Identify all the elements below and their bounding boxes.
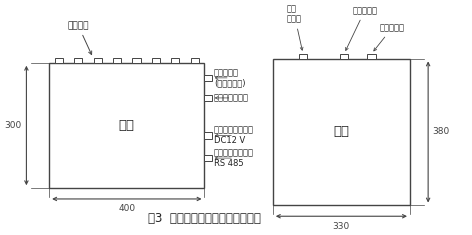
Bar [299,54,307,59]
Text: 400: 400 [118,204,135,213]
Bar [191,58,199,63]
Text: 图3  气体类测试分系统实物布局图: 图3 气体类测试分系统实物布局图 [148,212,261,225]
Text: 分系统数据输出端
RS 485: 分系统数据输出端 RS 485 [214,148,254,168]
Text: 300: 300 [5,121,22,130]
Bar [133,58,141,63]
Bar [49,63,204,188]
Bar [93,58,102,63]
Bar [204,155,212,161]
Text: 数据输出端: 数据输出端 [346,6,377,51]
Bar [204,95,212,101]
Bar [367,54,376,59]
Text: 电源输入端
(供付箱用电): 电源输入端 (供付箱用电) [214,68,245,88]
Bar [74,58,83,63]
Text: 检测数据输入端: 检测数据输入端 [214,94,249,102]
Bar [204,133,212,139]
Bar [171,58,179,63]
Text: 仪器检测: 仪器检测 [67,21,92,55]
Bar [204,75,212,81]
Text: 电源输入端: 电源输入端 [374,23,405,51]
Bar [152,58,160,63]
Bar [55,58,63,63]
Text: 380: 380 [433,127,450,137]
Text: 分系统电源输入端
DC12 V: 分系统电源输入端 DC12 V [214,126,254,145]
Text: 仪器
检测口: 仪器 检测口 [287,4,303,50]
Text: 付箱: 付箱 [333,125,349,138]
Text: 330: 330 [333,222,350,231]
Text: 主箱: 主箱 [119,119,135,132]
Bar [113,58,121,63]
Bar [340,54,348,59]
Bar [273,59,410,205]
